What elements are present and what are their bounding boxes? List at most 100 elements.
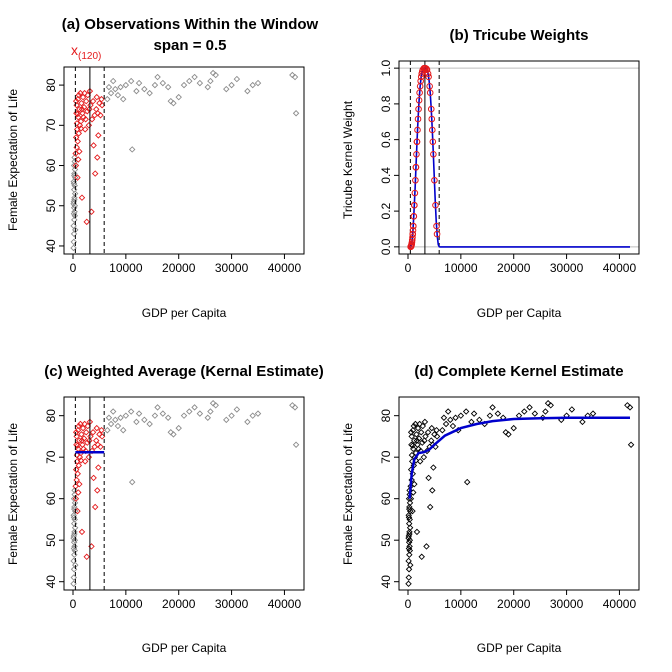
data-point bbox=[408, 451, 416, 459]
window-point bbox=[73, 476, 80, 484]
window-point bbox=[72, 162, 80, 169]
data-point bbox=[233, 75, 241, 83]
data-point bbox=[70, 512, 77, 519]
data-point bbox=[405, 520, 413, 527]
data-point bbox=[405, 566, 413, 573]
data-point bbox=[254, 79, 262, 87]
weight-point bbox=[428, 115, 436, 123]
data-point bbox=[452, 414, 459, 421]
data-point bbox=[117, 414, 124, 421]
data-point bbox=[71, 551, 78, 558]
window-point bbox=[85, 122, 93, 129]
kernel-estimate-curve bbox=[408, 416, 630, 499]
panel-b: (b) Tricube Weights 0 10000 20000 30000 4000… bbox=[341, 27, 640, 320]
weight-point bbox=[415, 97, 423, 104]
weight-point bbox=[412, 176, 419, 184]
panel-d-x-axis: 0 10000 20000 30000 40000 bbox=[405, 589, 636, 611]
data-point bbox=[146, 420, 153, 428]
window-point bbox=[82, 116, 89, 123]
data-point bbox=[244, 87, 251, 95]
data-point bbox=[463, 478, 471, 486]
window-point bbox=[85, 453, 93, 461]
weight-point bbox=[429, 138, 437, 146]
window-point bbox=[95, 464, 102, 471]
data-point bbox=[180, 412, 188, 419]
data-point bbox=[71, 208, 78, 216]
weight-point bbox=[411, 189, 419, 197]
panel-c-y-axis: 40 50 60 70 80 bbox=[44, 409, 65, 588]
data-point bbox=[119, 95, 127, 103]
data-point bbox=[502, 429, 510, 436]
weight-point bbox=[433, 222, 440, 230]
panel-b-x-axis: 0 10000 20000 30000 40000 bbox=[405, 253, 636, 275]
x-tick-label: 0 bbox=[405, 597, 412, 611]
data-point bbox=[71, 172, 78, 179]
x-tick-label: 30000 bbox=[550, 597, 584, 611]
data-point bbox=[70, 244, 77, 252]
window-point bbox=[82, 447, 89, 455]
weight-point bbox=[433, 230, 441, 238]
panel-d: (d) Complete Kernel Estimate 0 10000 20000… bbox=[341, 363, 640, 655]
data-point bbox=[71, 170, 78, 177]
data-point bbox=[127, 408, 135, 415]
y-tick-label: 70 bbox=[44, 118, 58, 132]
panel-c: (c) Weighted Average (Kernal Estimate) 0… bbox=[6, 363, 324, 655]
data-point bbox=[406, 547, 414, 554]
focal-x-letter: x bbox=[71, 42, 78, 58]
data-point bbox=[71, 503, 78, 511]
panel-a-subtitle: span = 0.5 bbox=[154, 37, 227, 54]
data-point bbox=[292, 110, 300, 117]
data-point bbox=[413, 528, 421, 536]
weight-point bbox=[429, 126, 436, 134]
panel-a-title: (a) Observations Within the Window bbox=[62, 16, 319, 33]
x-tick-label: 10000 bbox=[444, 261, 478, 275]
data-point bbox=[104, 95, 111, 103]
y-tick-label: 70 bbox=[379, 450, 393, 464]
data-point bbox=[421, 437, 428, 444]
data-point bbox=[128, 478, 136, 486]
data-point bbox=[196, 410, 204, 417]
x-tick-label: 40000 bbox=[268, 261, 302, 275]
y-tick-label: 80 bbox=[44, 409, 58, 423]
data-point bbox=[418, 553, 425, 561]
window-point bbox=[78, 194, 86, 201]
weight-point bbox=[414, 115, 422, 123]
data-point bbox=[521, 408, 528, 415]
data-point bbox=[71, 487, 78, 494]
data-point bbox=[167, 97, 175, 105]
weight-point bbox=[414, 126, 421, 134]
data-point bbox=[409, 442, 416, 449]
panel-b-x-label: GDP per Capita bbox=[477, 306, 562, 320]
panel-b-y-axis: 0.0 0.2 0.4 0.6 0.8 1.0 bbox=[379, 59, 400, 255]
data-point bbox=[405, 512, 412, 519]
data-point bbox=[167, 429, 175, 436]
data-point bbox=[128, 146, 136, 153]
window-point bbox=[94, 487, 101, 494]
data-point bbox=[71, 216, 78, 224]
data-point bbox=[449, 422, 457, 430]
data-point bbox=[411, 437, 418, 444]
y-tick-label: 50 bbox=[379, 533, 393, 547]
data-point bbox=[406, 551, 413, 558]
data-point bbox=[117, 83, 124, 91]
data-point bbox=[151, 412, 159, 419]
data-point bbox=[411, 480, 418, 488]
panel-c-y-label: Female Expectation of Life bbox=[6, 423, 20, 565]
data-point bbox=[626, 404, 634, 411]
data-point bbox=[429, 487, 436, 494]
x-tick-label: 30000 bbox=[550, 261, 584, 275]
weight-point bbox=[425, 73, 432, 81]
window-point bbox=[83, 553, 90, 561]
data-point bbox=[447, 416, 454, 424]
data-point bbox=[223, 416, 230, 424]
data-point bbox=[109, 408, 117, 415]
data-point bbox=[109, 77, 117, 85]
data-point bbox=[104, 426, 111, 434]
window-point bbox=[74, 442, 81, 449]
y-tick-label: 50 bbox=[44, 199, 58, 213]
x-tick-label: 0 bbox=[405, 261, 412, 275]
window-point bbox=[98, 95, 105, 103]
window-point bbox=[76, 480, 83, 488]
window-point bbox=[78, 528, 86, 536]
